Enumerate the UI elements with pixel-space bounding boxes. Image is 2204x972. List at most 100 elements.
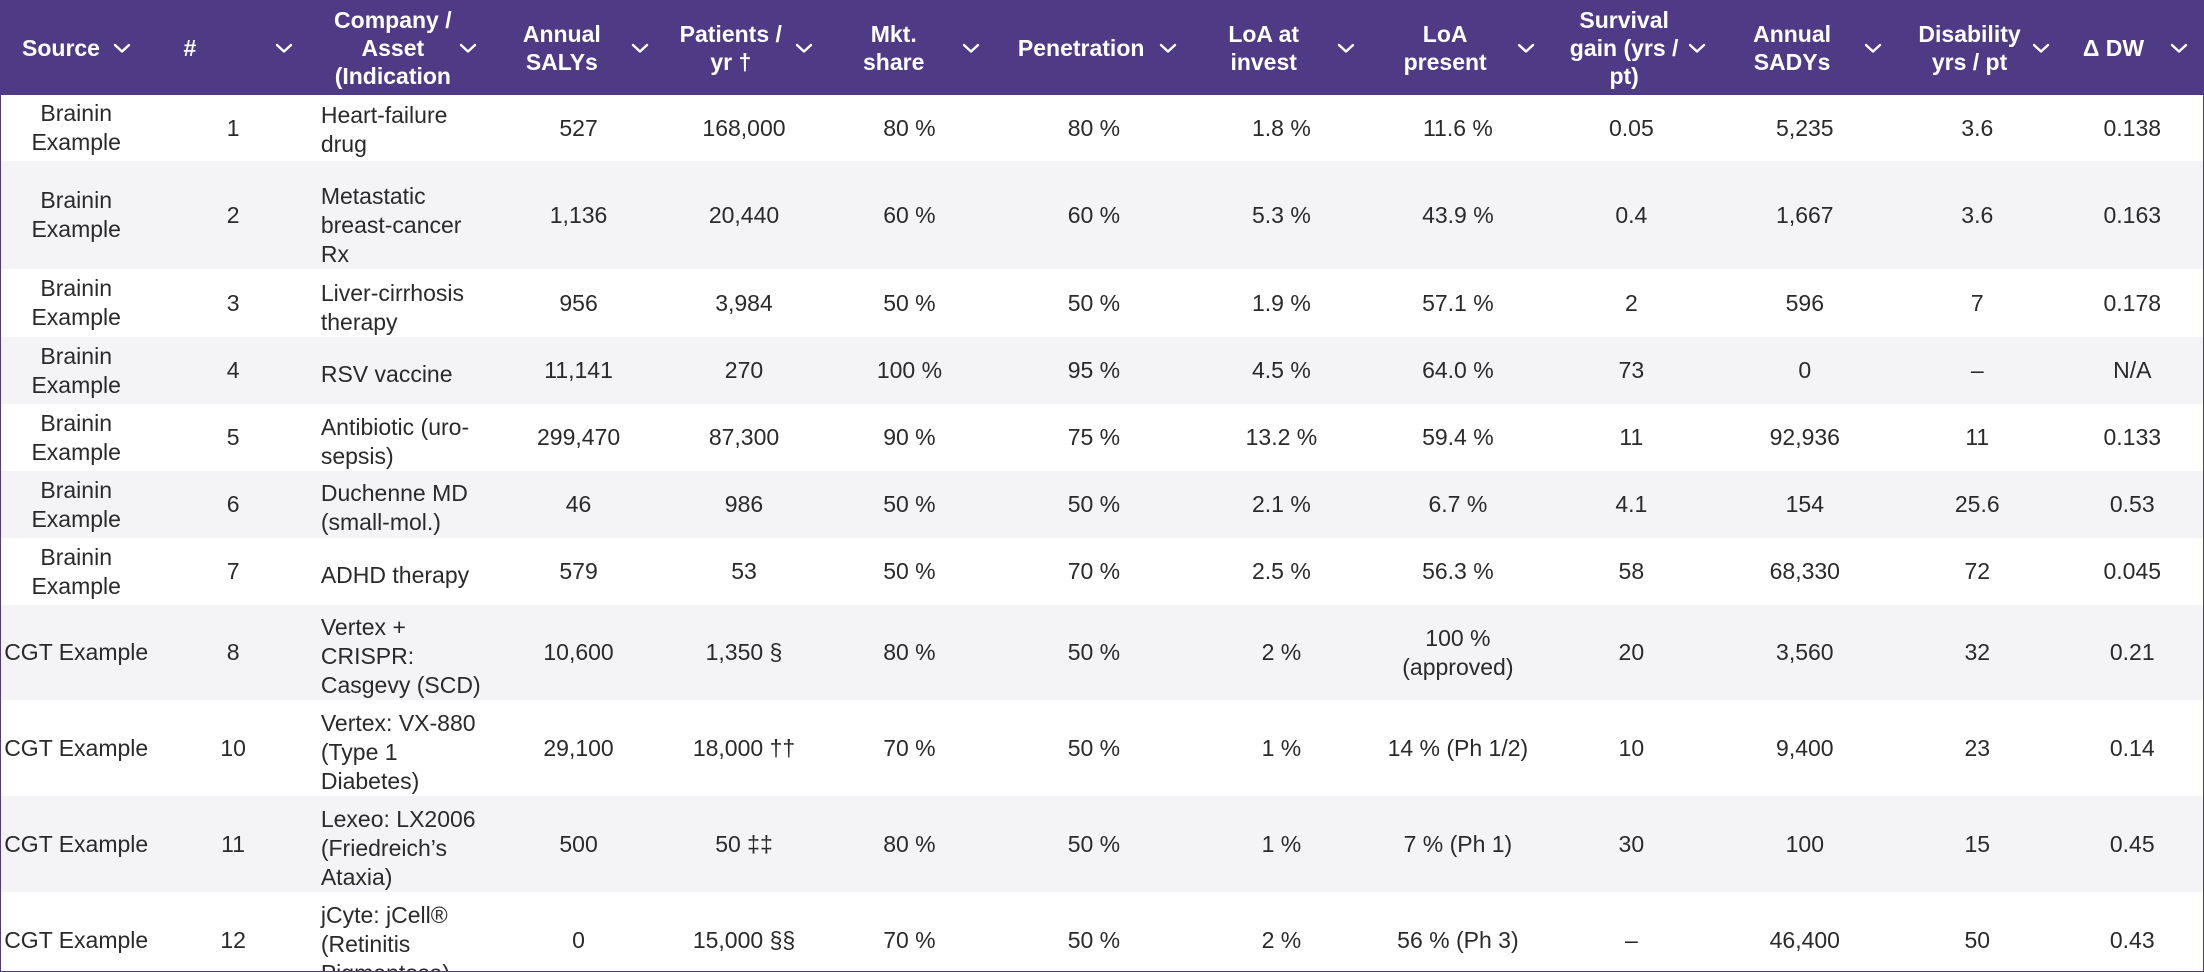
cell-disability-years: 23 xyxy=(1893,700,2062,796)
table-row[interactable]: CGT Example 10 Vertex: VX-880 (Type 1 Diab… xyxy=(1,700,2203,796)
cell-company-asset: Lexeo: LX2006 (Friedreich’s Ataxia) xyxy=(314,796,494,892)
cell-patients-per-year: 168,000 xyxy=(663,95,825,161)
cell-market-share: 50 % xyxy=(824,538,995,605)
table-row[interactable]: Brainin Example 2 Metastatic breast-cancer… xyxy=(1,161,2203,269)
chevron-down-icon[interactable] xyxy=(1863,38,1883,58)
column-header-number[interactable]: # xyxy=(151,1,314,95)
column-header-survival-gain[interactable]: Survival gain (yrs / pt) xyxy=(1546,1,1716,95)
chevron-down-icon[interactable] xyxy=(2031,38,2051,58)
cell-market-share: 50 % xyxy=(824,269,995,337)
chevron-down-icon[interactable] xyxy=(630,38,650,58)
column-header-label: LoA present xyxy=(1403,21,1487,75)
column-header-market-share[interactable]: Mkt. share xyxy=(824,1,994,95)
column-header-source[interactable]: Source xyxy=(1,1,151,95)
cell-annual-salys: 299,470 xyxy=(493,404,664,471)
cell-market-share: 70 % xyxy=(824,700,995,796)
column-header-loa-present[interactable]: LoA present xyxy=(1370,1,1546,95)
cell-source: Brainin Example xyxy=(1,95,152,161)
column-header-disability-years[interactable]: Disability yrs / pt xyxy=(1893,1,2061,95)
chevron-down-icon[interactable] xyxy=(961,38,981,58)
column-header-annual-salys[interactable]: Annual SALYs xyxy=(493,1,663,95)
cell-disability-years: 15 xyxy=(1893,796,2062,892)
cell-loa-at-invest: 5.3 % xyxy=(1193,161,1370,269)
table-row[interactable]: Brainin Example 4 RSV vaccine 11,141 270 100 … xyxy=(1,337,2203,404)
chevron-down-icon[interactable] xyxy=(1687,38,1707,58)
cell-loa-at-invest: 1 % xyxy=(1193,796,1370,892)
cell-penetration: 50 % xyxy=(994,796,1194,892)
cell-annual-sadys: 3,560 xyxy=(1716,605,1894,700)
chevron-down-icon[interactable] xyxy=(794,38,814,58)
column-header-label: Patients / yr † xyxy=(679,21,782,75)
cell-loa-at-invest: 1 % xyxy=(1193,700,1370,796)
column-header-delta-dw[interactable]: Δ DW xyxy=(2062,1,2204,95)
cell-penetration: 95 % xyxy=(994,337,1194,404)
cell-company-asset: Antibiotic (uro-sepsis) xyxy=(314,404,494,471)
table-row[interactable]: Brainin Example 5 Antibiotic (uro-sepsis) 2… xyxy=(1,404,2203,471)
cell-delta-dw: 0.45 xyxy=(2061,796,2203,892)
cell-source: CGT Example xyxy=(1,605,152,700)
cell-delta-dw: 0.045 xyxy=(2061,538,2203,605)
cell-market-share: 80 % xyxy=(824,796,995,892)
column-header-label: Annual SADYs xyxy=(1753,21,1832,75)
cell-annual-sadys: 9,400 xyxy=(1716,700,1894,796)
cell-survival-gain: 20 xyxy=(1546,605,1717,700)
chevron-down-icon[interactable] xyxy=(112,38,132,58)
table-row[interactable]: Brainin Example 7 ADHD therapy 579 53 50 % 70 … xyxy=(1,538,2203,605)
chevron-down-icon[interactable] xyxy=(274,38,294,58)
column-header-penetration[interactable]: Penetration xyxy=(995,1,1194,95)
column-header-company-asset[interactable]: Company / Asset (Indication xyxy=(315,1,493,95)
column-header-label: Penetration xyxy=(1017,35,1145,61)
cell-loa-present: 7 % (Ph 1) xyxy=(1369,796,1547,892)
chevron-down-icon[interactable] xyxy=(2169,38,2189,58)
cell-number: 1 xyxy=(151,95,315,161)
cell-annual-salys: 11,141 xyxy=(493,337,664,404)
table-header-row: Source # Company / Asset (Indication Annual… xyxy=(1,1,2203,95)
cell-annual-salys: 29,100 xyxy=(493,700,664,796)
cell-annual-sadys: 100 xyxy=(1716,796,1894,892)
cell-penetration: 50 % xyxy=(994,269,1194,337)
cell-loa-at-invest: 4.5 % xyxy=(1193,337,1370,404)
cell-company-asset: ADHD therapy xyxy=(314,538,494,605)
cell-delta-dw: 0.43 xyxy=(2061,892,2203,971)
chevron-down-icon[interactable] xyxy=(1336,38,1356,58)
cell-company-asset: Vertex: VX-880 (Type 1 Diabetes) xyxy=(314,700,494,796)
table-row[interactable]: Brainin Example 6 Duchenne MD (small-mol.)… xyxy=(1,471,2203,538)
cell-delta-dw: 0.178 xyxy=(2061,269,2203,337)
cell-patients-per-year: 15,000 §§ xyxy=(663,892,825,971)
cell-number: 5 xyxy=(151,404,315,471)
cell-company-asset: Metastatic breast-cancer Rx xyxy=(314,161,494,269)
chevron-down-icon[interactable] xyxy=(1158,38,1178,58)
cell-annual-sadys: 46,400 xyxy=(1716,892,1894,971)
table-row[interactable]: Brainin Example 3 Liver-cirrhosis therapy 9… xyxy=(1,269,2203,337)
cell-disability-years: 72 xyxy=(1893,538,2062,605)
cell-patients-per-year: 3,984 xyxy=(663,269,825,337)
cell-market-share: 80 % xyxy=(824,605,995,700)
cell-survival-gain: 11 xyxy=(1546,404,1717,471)
column-header-patients-per-year[interactable]: Patients / yr † xyxy=(664,1,824,95)
cell-source: CGT Example xyxy=(1,700,152,796)
cell-company-asset: Vertex + CRISPR: Casgevy (SCD) xyxy=(314,605,494,700)
cell-number: 8 xyxy=(151,605,315,700)
cell-market-share: 50 % xyxy=(824,471,995,538)
column-header-annual-sadys[interactable]: Annual SADYs xyxy=(1717,1,1893,95)
chevron-down-icon[interactable] xyxy=(1516,38,1536,58)
cell-patients-per-year: 50 ‡‡ xyxy=(663,796,825,892)
cell-annual-sadys: 1,667 xyxy=(1716,161,1894,269)
chevron-down-icon[interactable] xyxy=(458,38,478,58)
table-row[interactable]: CGT Example 8 Vertex + CRISPR: Casgevy (SC… xyxy=(1,605,2203,700)
cell-company-asset: Duchenne MD (small-mol.) xyxy=(314,471,494,538)
cell-patients-per-year: 986 xyxy=(663,471,825,538)
table-row[interactable]: Brainin Example 1 Heart-failure drug 527 168… xyxy=(1,95,2203,161)
cell-loa-at-invest: 2.1 % xyxy=(1193,471,1370,538)
cell-loa-present: 100 % (approved) xyxy=(1369,605,1547,700)
column-header-loa-at-invest[interactable]: LoA at invest xyxy=(1193,1,1369,95)
cell-disability-years: 50 xyxy=(1893,892,2062,971)
cell-number: 3 xyxy=(151,269,315,337)
column-header-label: Disability yrs / pt xyxy=(1918,21,2021,75)
cell-source: CGT Example xyxy=(1,796,152,892)
table-row[interactable]: CGT Example 11 Lexeo: LX2006 (Friedreich’s… xyxy=(1,796,2203,892)
cell-loa-present: 43.9 % xyxy=(1369,161,1547,269)
cell-survival-gain: 10 xyxy=(1546,700,1717,796)
cell-patients-per-year: 53 xyxy=(663,538,825,605)
